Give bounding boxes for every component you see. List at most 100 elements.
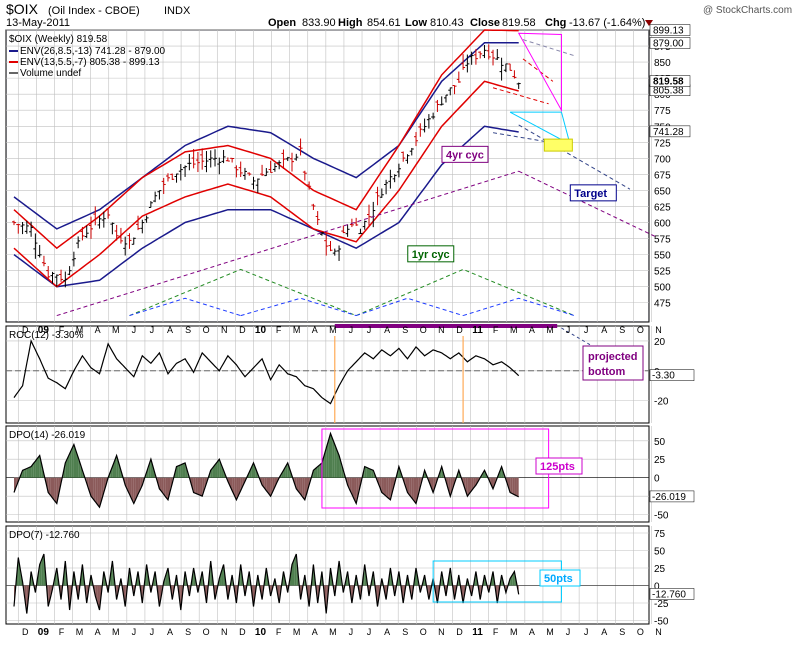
dpo-area	[193, 477, 196, 494]
dpo-area	[356, 477, 359, 504]
dpo-area	[48, 585, 51, 607]
y-tick-label: 675	[654, 170, 671, 181]
month-label: N	[655, 627, 662, 637]
price-panel: 4755005255505756006256506757007257507758…	[5, 24, 691, 323]
month-label: J	[367, 325, 372, 335]
projection-line	[522, 58, 554, 82]
dpo-area	[178, 464, 181, 478]
annotation-box	[407, 245, 455, 263]
dpo-area	[176, 465, 179, 478]
dpo-area	[512, 477, 515, 495]
price-tag-text: 805.38	[653, 86, 684, 97]
month-label: F	[493, 325, 499, 335]
dpo-area	[490, 477, 494, 489]
chg-value: -13.67 (-1.64%)	[569, 17, 645, 29]
dpo-area	[54, 477, 57, 504]
dpo-area	[268, 477, 271, 497]
dpo-area	[37, 455, 40, 478]
dpo-area	[388, 477, 391, 500]
month-label: J	[150, 627, 155, 637]
dpo-area	[516, 477, 519, 497]
dpo-area	[368, 468, 372, 478]
month-label: N	[221, 325, 228, 335]
annotation-box	[441, 145, 489, 163]
month-label: S	[619, 627, 625, 637]
projection-line	[492, 87, 549, 105]
dpo-area	[334, 444, 337, 478]
y-tick-label: 575	[654, 235, 671, 246]
dpo-area	[202, 477, 205, 497]
dpo-area	[431, 477, 434, 493]
y-tick-label: 75	[654, 529, 666, 540]
dpo-area	[148, 459, 151, 478]
dpo-area	[67, 453, 70, 478]
month-label: 10	[255, 325, 267, 336]
cycle1-wave	[129, 268, 357, 317]
price-tag	[649, 24, 691, 36]
dpo-area	[26, 467, 29, 478]
month-label: A	[95, 627, 101, 637]
panel-title: DPO(7) -12.760	[9, 530, 80, 541]
dpo-area	[302, 477, 305, 500]
dpo-area	[95, 585, 98, 603]
roc-line	[13, 338, 520, 405]
dpo-area	[217, 459, 220, 478]
watermark: @ StockCharts.com	[703, 5, 792, 16]
annotation-box	[539, 569, 581, 587]
dpo-area	[140, 477, 143, 490]
y-tick-label: 850	[654, 58, 671, 69]
month-label: N	[655, 325, 662, 335]
month-label: J	[367, 627, 372, 637]
dpo-area	[212, 464, 216, 478]
dpo-area	[433, 477, 436, 493]
month-label: 09	[38, 325, 50, 336]
month-label: A	[601, 627, 607, 637]
half-cycle-wave	[462, 297, 575, 317]
y-tick-label: 20	[654, 337, 666, 348]
dpo-area	[165, 477, 168, 500]
high-value: 854.61	[367, 17, 401, 29]
month-label: M	[329, 325, 337, 335]
dpo-area	[135, 477, 139, 499]
value-tag	[649, 588, 695, 600]
dpo-area	[35, 458, 38, 478]
dpo-area	[371, 469, 374, 478]
month-label: F	[59, 627, 65, 637]
dpo-area	[351, 477, 355, 499]
low-label: Low	[405, 17, 427, 29]
dpo-area	[221, 564, 224, 586]
y-tick-label: 525	[654, 267, 671, 278]
y-tick-label: 500	[654, 283, 671, 294]
month-label: O	[420, 325, 427, 335]
dpo-area	[229, 477, 233, 491]
dpo-area	[298, 477, 301, 495]
dpo-area	[163, 477, 166, 498]
dpo-area	[221, 464, 224, 478]
dpo-area	[240, 477, 243, 491]
month-label: J	[566, 325, 571, 335]
dpo-area	[161, 477, 164, 495]
x-axis: D D 09 09 F F M M A A M M J J J J A A S S O O N N D D 10 10 F F M M A A M M…	[22, 325, 662, 638]
dpo-area	[390, 477, 393, 500]
dpo-area	[48, 477, 51, 496]
dpo-area	[182, 462, 186, 478]
dpo-area	[118, 578, 121, 589]
y-tick-label: 600	[654, 219, 671, 230]
value-tag-text: -26.019	[652, 492, 686, 503]
month-label: D	[239, 627, 246, 637]
legend-entry: Volume undef	[20, 68, 81, 79]
panel-frame	[5, 325, 650, 424]
dpo-area	[24, 468, 27, 478]
month-label: A	[95, 325, 101, 335]
value-tag-text: -3.30	[652, 371, 675, 382]
dpo-area	[159, 477, 162, 492]
dpo7-panel: 75 50 25 0 -25 -50 DPO(7) -12.760 -12.760 50pts	[5, 525, 695, 628]
dpo-area	[465, 477, 468, 497]
dpo-area	[14, 477, 17, 493]
high-label: High	[338, 17, 363, 29]
cycle4-down	[518, 170, 656, 238]
month-label: J	[132, 627, 137, 637]
dpo-area	[165, 568, 168, 586]
dpo-area	[471, 477, 474, 491]
